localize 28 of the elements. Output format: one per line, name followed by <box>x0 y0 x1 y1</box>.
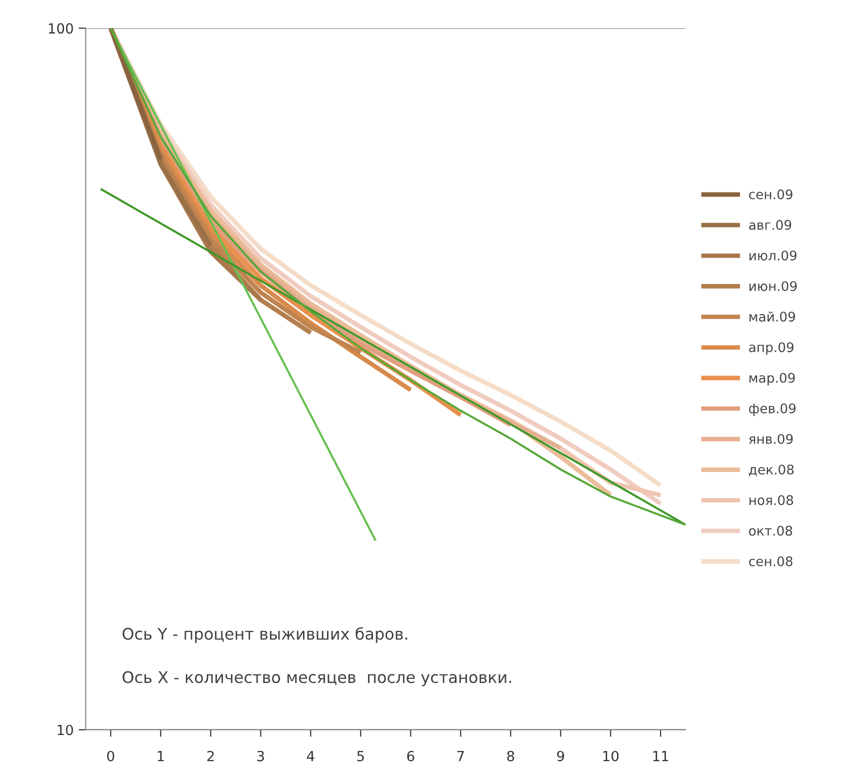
annotation: Ось Y - процент выживших баров. <box>122 627 408 643</box>
x-tick-label: 10 <box>603 750 619 762</box>
x-tick-label: 11 <box>653 751 668 762</box>
x-tick-label: 4 <box>306 751 314 762</box>
x-tick-label: 0 <box>107 750 114 762</box>
legend-label: авг.09 <box>749 220 792 230</box>
x-tick-label: 3 <box>257 750 264 762</box>
legend-label: ноя.08 <box>750 495 794 506</box>
x-tick-label: 9 <box>557 750 564 762</box>
legend-label: сен.09 <box>749 189 792 200</box>
legend-label: апр.09 <box>749 342 794 355</box>
x-tick-label: 5 <box>357 751 364 762</box>
x-tick-label: 2 <box>207 750 214 762</box>
legend-label: янв.09 <box>749 434 793 444</box>
legend-label: сен.08 <box>749 556 792 566</box>
legend-label: фев.09 <box>749 403 796 416</box>
legend-label: июл.09 <box>750 250 797 260</box>
legend-label: окт.08 <box>749 526 792 536</box>
legend-label: май.09 <box>750 311 796 322</box>
x-tick-label: 8 <box>507 750 514 762</box>
legend-label: июн.09 <box>750 281 797 292</box>
legend-label: мар.09 <box>750 372 795 386</box>
x-tick-label: 7 <box>457 751 464 762</box>
x-tick-label: 6 <box>407 750 414 762</box>
annotation: Ось X - количество месяцев после установки. <box>122 671 511 686</box>
x-tick-label: 1 <box>158 751 164 762</box>
y-tick-label: 100 <box>48 23 73 34</box>
legend-label: дек.08 <box>749 464 794 476</box>
